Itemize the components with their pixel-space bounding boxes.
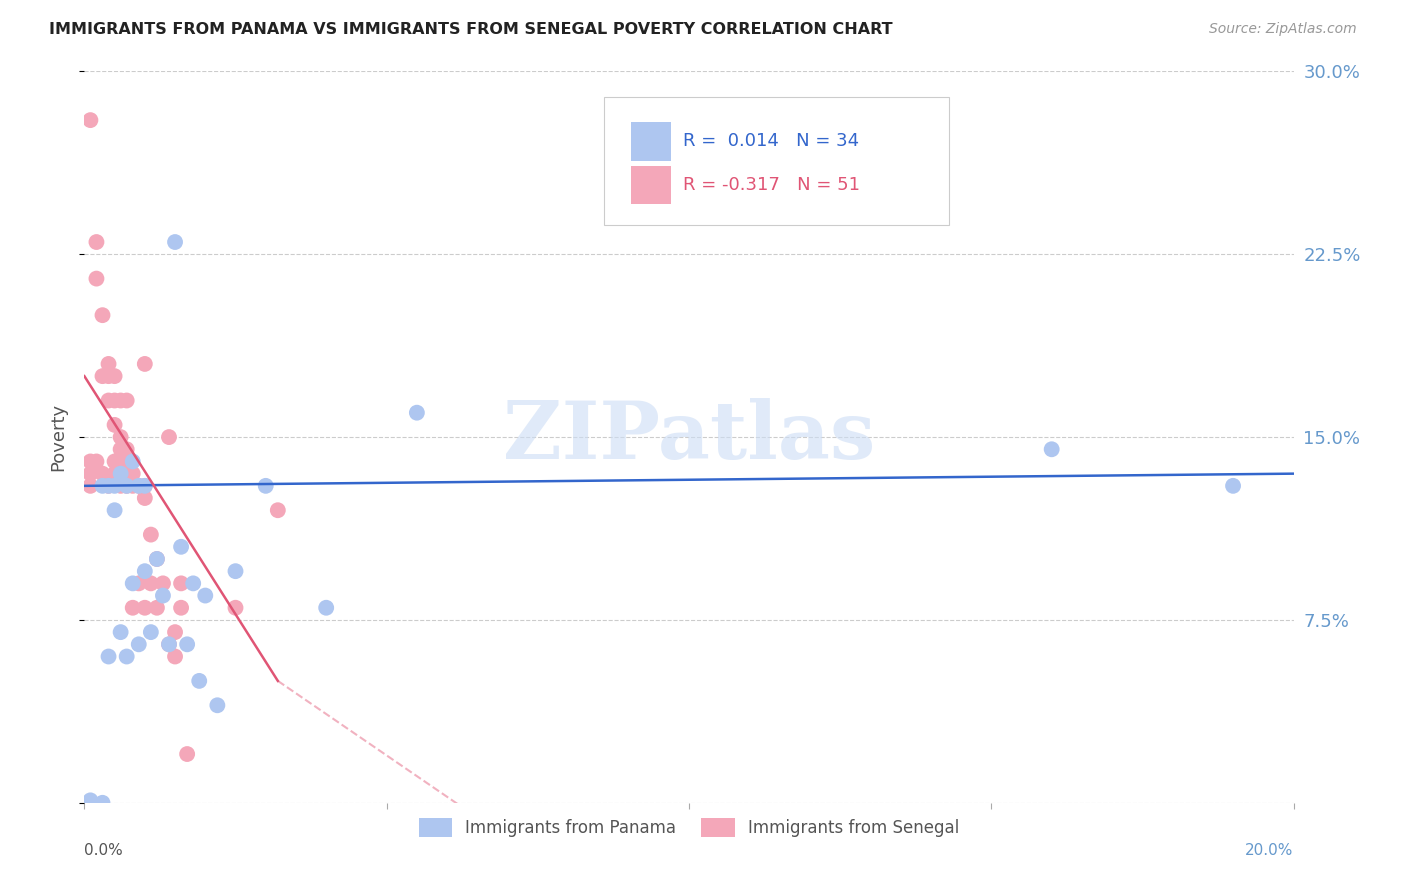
Point xyxy=(91,369,114,384)
Point xyxy=(134,479,156,493)
Point xyxy=(157,637,180,651)
Point xyxy=(128,576,150,591)
Point xyxy=(152,576,174,591)
Point xyxy=(134,479,156,493)
Point xyxy=(176,637,198,651)
Point xyxy=(134,491,156,505)
Point xyxy=(121,454,143,468)
Point xyxy=(134,600,156,615)
Point xyxy=(86,454,108,468)
Point xyxy=(104,393,127,408)
Point xyxy=(176,747,198,761)
Legend: Immigrants from Panama, Immigrants from Senegal: Immigrants from Panama, Immigrants from … xyxy=(411,810,967,846)
Point xyxy=(146,552,169,566)
Point xyxy=(134,564,156,578)
Point xyxy=(110,467,132,481)
Point xyxy=(91,479,114,493)
Point xyxy=(97,393,120,408)
Point xyxy=(97,369,120,384)
Point xyxy=(110,442,132,457)
Point xyxy=(170,540,193,554)
Point xyxy=(79,467,101,481)
Point xyxy=(207,698,229,713)
Point xyxy=(170,600,193,615)
Point xyxy=(104,417,127,432)
Point xyxy=(165,649,187,664)
Point xyxy=(115,393,138,408)
Text: 0.0%: 0.0% xyxy=(84,843,124,858)
Point xyxy=(121,467,143,481)
Text: ZIPatlas: ZIPatlas xyxy=(503,398,875,476)
Point xyxy=(225,564,247,578)
Point xyxy=(121,600,143,615)
Point xyxy=(110,393,132,408)
Point xyxy=(146,552,169,566)
Point xyxy=(115,442,138,457)
Point xyxy=(86,271,108,285)
Point xyxy=(194,589,217,603)
Point xyxy=(110,625,132,640)
Point xyxy=(104,454,127,468)
Point xyxy=(115,479,138,493)
Point xyxy=(315,600,337,615)
Point xyxy=(1040,442,1063,457)
Point xyxy=(225,600,247,615)
Point xyxy=(128,479,150,493)
Text: R =  0.014   N = 34: R = 0.014 N = 34 xyxy=(683,132,859,150)
FancyBboxPatch shape xyxy=(605,97,949,225)
Point xyxy=(97,479,120,493)
Point xyxy=(91,467,114,481)
Point xyxy=(104,503,127,517)
Point xyxy=(254,479,277,493)
Point xyxy=(152,589,174,603)
Point xyxy=(115,454,138,468)
Point xyxy=(157,637,180,651)
Point xyxy=(110,479,132,493)
Point xyxy=(97,649,120,664)
Point xyxy=(128,479,150,493)
Point xyxy=(79,479,101,493)
Text: Source: ZipAtlas.com: Source: ZipAtlas.com xyxy=(1209,22,1357,37)
Point xyxy=(121,479,143,493)
Point xyxy=(86,235,108,249)
Text: R = -0.317   N = 51: R = -0.317 N = 51 xyxy=(683,176,860,194)
Point xyxy=(104,369,127,384)
Point xyxy=(115,649,138,664)
Point xyxy=(139,576,162,591)
Point xyxy=(97,479,120,493)
Point xyxy=(406,406,429,420)
Point xyxy=(165,235,187,249)
Point xyxy=(128,637,150,651)
Text: 20.0%: 20.0% xyxy=(1246,843,1294,858)
Point xyxy=(139,625,162,640)
Point xyxy=(139,527,162,541)
FancyBboxPatch shape xyxy=(631,166,671,204)
Point xyxy=(91,796,114,810)
Point xyxy=(110,430,132,444)
Point xyxy=(97,357,120,371)
Y-axis label: Poverty: Poverty xyxy=(49,403,67,471)
Point xyxy=(1222,479,1244,493)
Point xyxy=(121,576,143,591)
Point xyxy=(134,357,156,371)
Point xyxy=(267,503,290,517)
Point xyxy=(110,454,132,468)
Point xyxy=(146,600,169,615)
Point xyxy=(170,576,193,591)
Point xyxy=(104,479,127,493)
Point xyxy=(104,467,127,481)
Point xyxy=(79,793,101,807)
Point xyxy=(79,113,101,128)
Text: IMMIGRANTS FROM PANAMA VS IMMIGRANTS FROM SENEGAL POVERTY CORRELATION CHART: IMMIGRANTS FROM PANAMA VS IMMIGRANTS FRO… xyxy=(49,22,893,37)
Point xyxy=(157,430,180,444)
Point xyxy=(91,308,114,322)
Point xyxy=(188,673,211,688)
Point xyxy=(181,576,204,591)
FancyBboxPatch shape xyxy=(631,122,671,161)
Point xyxy=(79,454,101,468)
Point xyxy=(115,479,138,493)
Point xyxy=(165,625,187,640)
